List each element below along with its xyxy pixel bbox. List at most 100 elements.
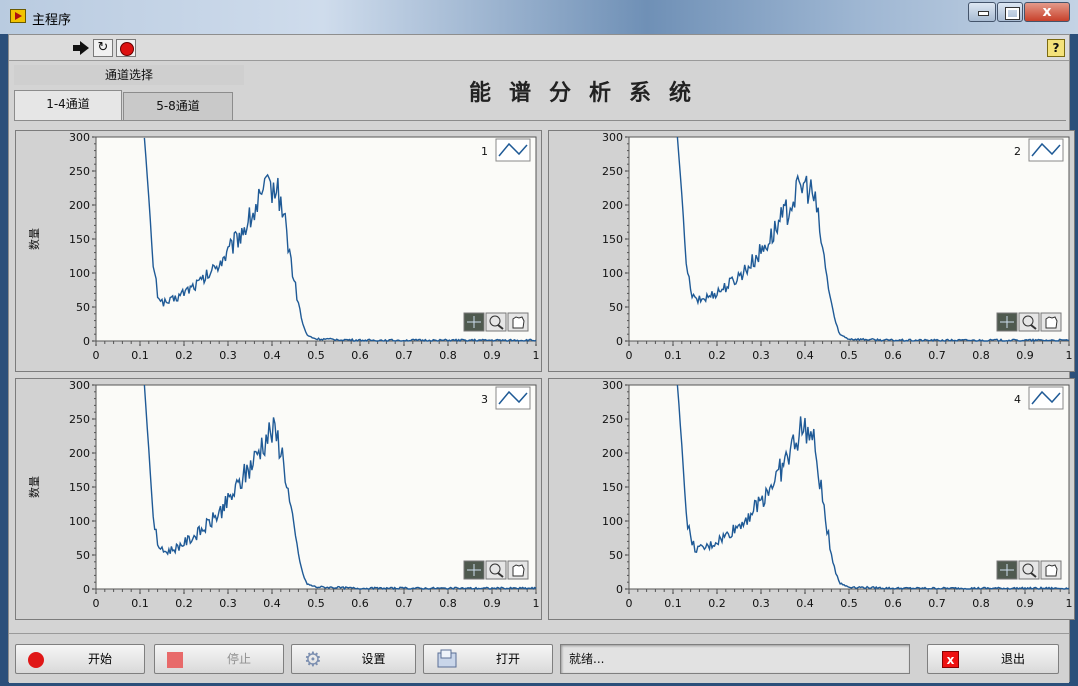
plot-legend-label: 3 [481, 393, 488, 406]
zoom-icon[interactable] [485, 312, 507, 332]
app-icon [10, 9, 26, 23]
x-tick-label: 0.2 [175, 597, 193, 610]
x-tick-label: 0.6 [884, 597, 902, 610]
y-tick-label: 50 [609, 549, 623, 562]
x-tick-label: 0.6 [351, 597, 369, 610]
settings-button[interactable]: ⚙ 设置 [291, 644, 416, 674]
exit-button[interactable]: x 退出 [927, 644, 1059, 674]
maximize-button[interactable] [997, 2, 1023, 22]
y-tick-label: 250 [602, 413, 623, 426]
plot-legend-label: 2 [1014, 145, 1021, 158]
x-tick-label: 0.7 [395, 349, 413, 362]
plot-area [95, 384, 537, 590]
y-tick-label: 200 [602, 199, 623, 212]
x-tick-label: 0.1 [131, 349, 149, 362]
run-arrow-icon[interactable] [71, 39, 91, 57]
x-tick-label: 0.4 [263, 597, 281, 610]
plot-legend-icon [1028, 386, 1064, 410]
x-tick-label: 0.3 [219, 597, 237, 610]
y-axis-label: 数量 [28, 476, 41, 498]
tool-glyph [1022, 315, 1034, 327]
x-tick-label: 0.4 [796, 349, 814, 362]
y-tick-label: 300 [602, 131, 623, 144]
tool-glyph [489, 315, 501, 327]
cursor-crosshair-icon[interactable] [463, 312, 485, 332]
spectrum-graph-3[interactable]: 0 50 100 150 200 250 300 0 0.1 0.2 0.3 0.4 0.5 0.6 0.7… [15, 378, 542, 620]
minimize-button[interactable] [968, 2, 996, 22]
pan-hand-icon[interactable] [1040, 560, 1062, 580]
y-tick-label: 200 [69, 199, 90, 212]
exit-x-icon: x [942, 651, 959, 668]
y-tick-label: 0 [83, 583, 90, 596]
exit-button-label: 退出 [1000, 652, 1025, 666]
plot-legend-label: 4 [1014, 393, 1021, 406]
cursor-crosshair-icon[interactable] [996, 560, 1018, 580]
x-tick-label: 0.3 [752, 597, 770, 610]
tab-control-label: 通道选择 [14, 65, 244, 85]
cursor-crosshair-icon[interactable] [463, 560, 485, 580]
run-toolbar: ↻ ? [9, 35, 1069, 61]
y-tick-label: 0 [83, 335, 90, 348]
x-tick-label: 0.2 [175, 349, 193, 362]
y-tick-label: 100 [602, 267, 623, 280]
pan-hand-icon[interactable] [507, 312, 529, 332]
y-tick-label: 100 [69, 267, 90, 280]
x-tick-label: 1 [533, 597, 540, 610]
spectrum-graph-1[interactable]: 0 50 100 150 200 250 300 0 0.1 0.2 0.3 0.4 0.5 0.6 0.7… [15, 130, 542, 372]
spectrum-line [143, 137, 537, 343]
y-tick-label: 150 [69, 233, 90, 246]
y-tick-label: 250 [602, 165, 623, 178]
x-tick-label: 0.5 [840, 349, 858, 362]
zoom-icon[interactable] [1018, 560, 1040, 580]
x-tick-label: 0.3 [219, 349, 237, 362]
window-title: 主程序 [32, 13, 72, 28]
window-title-bar[interactable]: 主程序 x [0, 0, 1078, 34]
spectrum-line [676, 136, 1070, 343]
x-tick-label: 1 [1066, 597, 1073, 610]
y-tick-label: 250 [69, 413, 90, 426]
pan-hand-icon[interactable] [507, 560, 529, 580]
tab-channels-5-8[interactable]: 5-8通道 [123, 92, 233, 120]
x-tick-label: 0.8 [439, 349, 457, 362]
gear-icon: ⚙ [304, 647, 322, 671]
open-button[interactable]: 打开 [423, 644, 553, 674]
spectrum-graph-4[interactable]: 0 50 100 150 200 250 300 0 0.1 0.2 0.3 0.4 0.5 0.6 0.7… [548, 378, 1075, 620]
stop-button[interactable]: 停止 [154, 644, 284, 674]
legend-line-icon [1031, 142, 1061, 157]
spectrum-graph-2[interactable]: 0 50 100 150 200 250 300 0 0.1 0.2 0.3 0.4 0.5 0.6 0.7… [548, 130, 1075, 372]
chart-svg: 0 50 100 150 200 250 300 0 0.1 0.2 0.3 0.4 0.5 0.6 0.7… [602, 379, 1073, 610]
x-tick-label: 0 [93, 597, 100, 610]
tab-channels-1-4[interactable]: 1-4通道 [14, 90, 122, 120]
y-tick-label: 150 [69, 481, 90, 494]
zoom-icon[interactable] [1018, 312, 1040, 332]
x-tick-label: 0.7 [928, 597, 946, 610]
x-tick-label: 0.5 [307, 597, 325, 610]
start-button-label: 开始 [87, 652, 112, 666]
x-tick-label: 0 [93, 349, 100, 362]
x-tick-label: 0.2 [708, 349, 726, 362]
y-tick-label: 150 [602, 481, 623, 494]
stop-button-label: 停止 [226, 652, 251, 666]
x-tick-label: 0.1 [664, 349, 682, 362]
cursor-crosshair-icon[interactable] [996, 312, 1018, 332]
plot-legend-icon [1028, 138, 1064, 162]
close-icon: x [1042, 4, 1052, 20]
x-tick-label: 0.8 [972, 349, 990, 362]
zoom-icon[interactable] [485, 560, 507, 580]
y-tick-label: 300 [69, 131, 90, 144]
pan-hand-icon[interactable] [1040, 312, 1062, 332]
context-help-icon[interactable]: ? [1047, 39, 1065, 57]
close-window-button[interactable]: x [1024, 2, 1070, 22]
plot-legend-label: 1 [481, 145, 488, 158]
abort-execution-icon[interactable] [116, 39, 136, 57]
tool-glyph [497, 324, 504, 330]
start-button[interactable]: 开始 [15, 644, 145, 674]
x-tick-label: 0.7 [395, 597, 413, 610]
run-continuously-icon[interactable]: ↻ [93, 39, 113, 57]
folder-icon [436, 649, 458, 669]
y-tick-label: 0 [616, 583, 623, 596]
y-tick-label: 300 [69, 379, 90, 392]
y-tick-label: 100 [602, 515, 623, 528]
y-tick-label: 50 [76, 549, 90, 562]
x-tick-label: 0.9 [483, 349, 501, 362]
